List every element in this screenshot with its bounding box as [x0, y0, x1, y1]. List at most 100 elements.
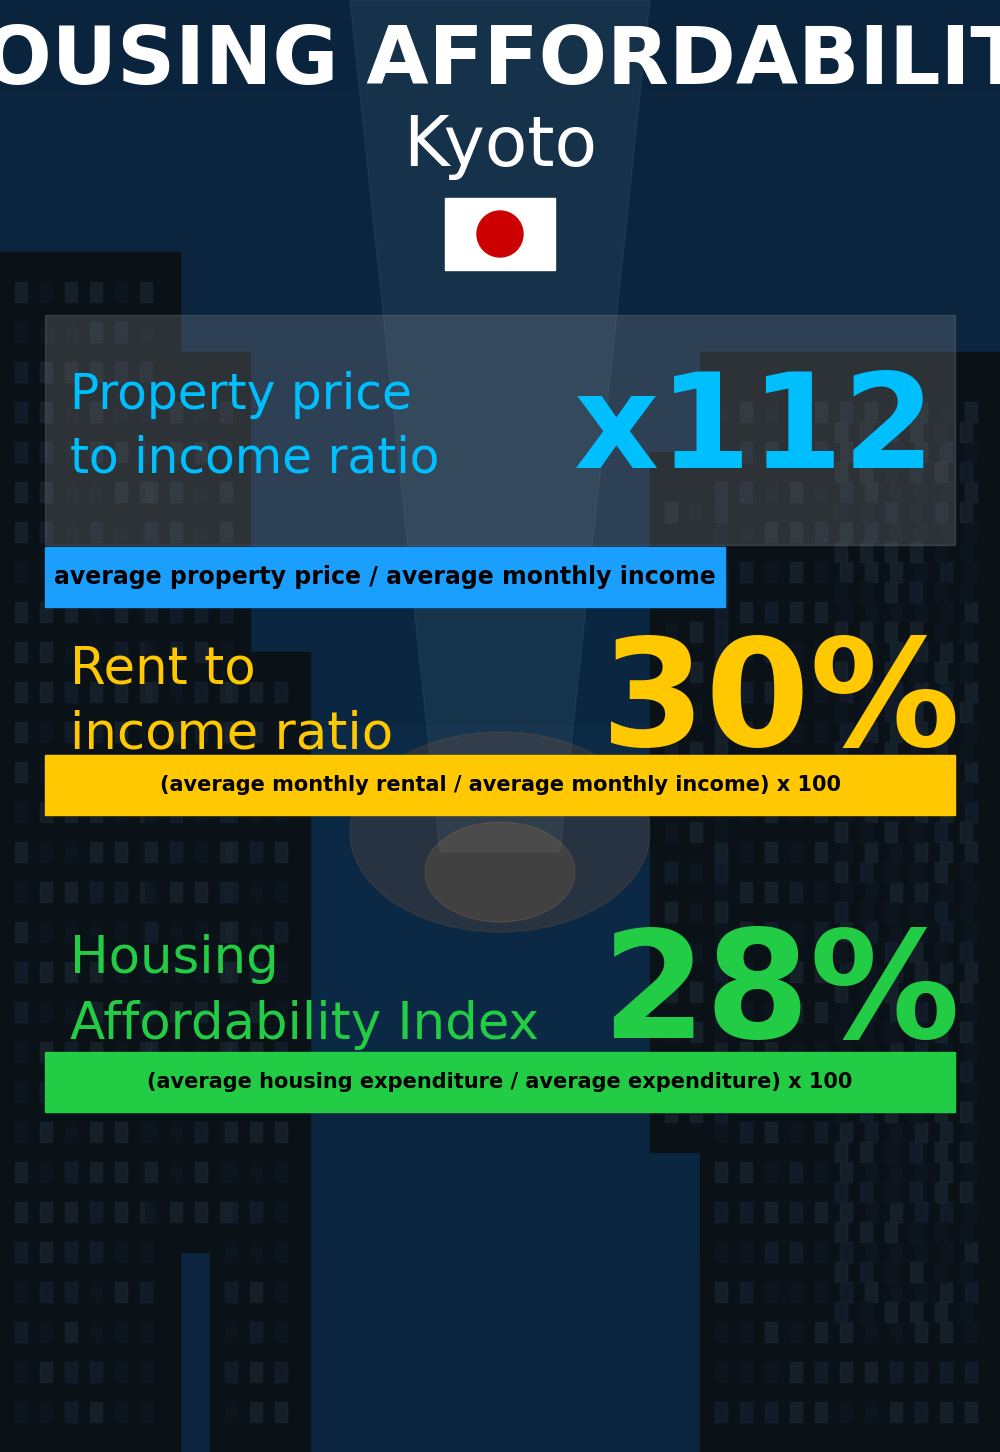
Bar — [45, 1053, 955, 1112]
Bar — [40, 362, 52, 382]
Bar — [940, 1403, 952, 1422]
Bar — [250, 1002, 262, 1022]
Bar — [115, 1082, 127, 1102]
Bar — [170, 842, 182, 862]
Bar — [790, 482, 802, 502]
Bar — [815, 963, 827, 982]
Bar — [715, 762, 727, 783]
Bar — [225, 1043, 237, 1061]
Bar — [715, 842, 727, 862]
Bar — [275, 1241, 287, 1262]
Bar — [90, 1122, 102, 1143]
Text: 30%: 30% — [601, 632, 960, 777]
Bar — [960, 1302, 972, 1321]
Bar — [15, 282, 27, 302]
Bar — [140, 603, 152, 621]
Bar — [965, 1362, 977, 1382]
Bar — [885, 1223, 897, 1241]
Bar — [65, 963, 77, 982]
Bar — [860, 701, 872, 722]
Bar — [90, 1282, 102, 1302]
Bar — [860, 1302, 872, 1321]
Bar — [90, 562, 102, 582]
Bar — [835, 1223, 847, 1241]
Bar — [910, 783, 922, 802]
Bar — [275, 1282, 287, 1302]
Bar — [250, 682, 262, 701]
Bar — [790, 762, 802, 783]
Bar — [15, 1002, 27, 1022]
Bar — [765, 802, 777, 822]
Bar — [220, 523, 232, 542]
Bar — [690, 1022, 702, 1043]
Bar — [140, 922, 152, 942]
Bar — [940, 441, 952, 462]
Bar — [860, 902, 872, 922]
Bar — [860, 862, 872, 881]
Bar — [220, 603, 232, 621]
Bar — [835, 423, 847, 441]
Bar — [140, 362, 152, 382]
Bar — [885, 582, 897, 603]
Bar — [715, 742, 727, 762]
Bar — [890, 682, 902, 701]
Bar — [220, 802, 232, 822]
Bar — [765, 922, 777, 942]
Bar — [225, 1241, 237, 1262]
Bar — [890, 1403, 902, 1422]
Bar — [40, 1241, 52, 1262]
Bar — [90, 362, 102, 382]
Bar — [885, 1302, 897, 1321]
Bar — [915, 603, 927, 621]
Bar — [790, 1241, 802, 1262]
Bar — [225, 1403, 237, 1422]
Bar — [740, 1043, 752, 1061]
Bar — [115, 482, 127, 502]
Bar — [840, 881, 852, 902]
Bar — [790, 1082, 802, 1102]
Bar — [790, 562, 802, 582]
Bar — [140, 802, 152, 822]
Bar — [885, 1061, 897, 1082]
Bar — [940, 881, 952, 902]
Bar — [250, 963, 262, 982]
Bar — [815, 603, 827, 621]
Bar — [935, 783, 947, 802]
Bar — [65, 1202, 77, 1223]
Bar — [885, 862, 897, 881]
Bar — [145, 682, 157, 701]
Bar — [210, 652, 310, 1452]
Bar — [195, 881, 207, 902]
Bar — [15, 762, 27, 783]
Bar — [910, 1223, 922, 1241]
Bar — [935, 1143, 947, 1162]
Bar — [740, 802, 752, 822]
Bar — [840, 1082, 852, 1102]
Bar — [935, 1262, 947, 1282]
Bar — [765, 1043, 777, 1061]
Bar — [115, 1043, 127, 1061]
Bar — [815, 523, 827, 542]
Bar — [885, 542, 897, 562]
Bar — [765, 762, 777, 783]
Bar — [960, 902, 972, 922]
Bar — [740, 642, 752, 662]
Bar — [40, 762, 52, 783]
Bar — [885, 1182, 897, 1202]
Bar — [765, 1282, 777, 1302]
Bar — [860, 1061, 872, 1082]
Bar — [840, 963, 852, 982]
Bar — [960, 701, 972, 722]
Bar — [890, 523, 902, 542]
Bar — [220, 842, 232, 862]
Bar — [250, 842, 262, 862]
Bar — [665, 942, 677, 963]
Bar — [960, 502, 972, 523]
Bar — [860, 1262, 872, 1282]
Bar — [15, 1082, 27, 1102]
Bar — [965, 963, 977, 982]
Bar — [65, 402, 77, 423]
Bar — [115, 402, 127, 423]
Bar — [195, 1002, 207, 1022]
Bar — [225, 922, 237, 942]
